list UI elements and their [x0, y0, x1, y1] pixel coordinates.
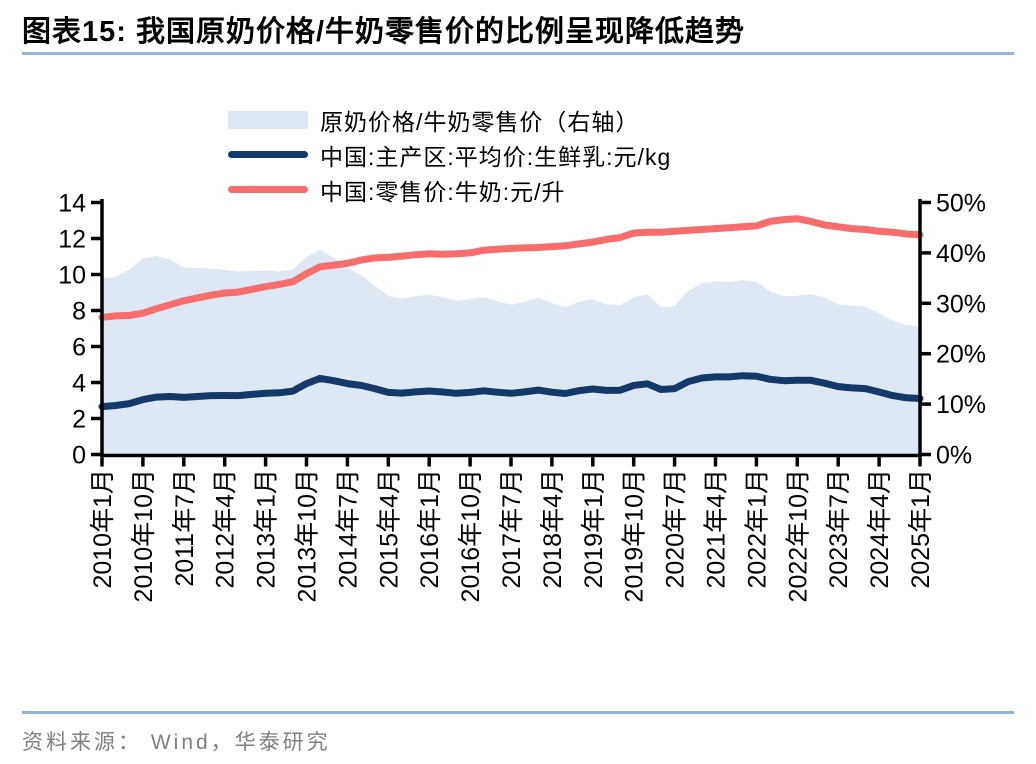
y-axis-left-tick-label: 6: [72, 334, 86, 362]
x-axis-tick-label: 2019年1月: [580, 469, 608, 589]
source-text: 资料来源： Wind，华泰研究: [22, 731, 331, 754]
legend-label-raw-milk: 中国:主产区:平均价:生鲜乳:元/kg: [320, 143, 672, 170]
x-axis-tick-label: 2016年10月: [457, 469, 485, 602]
title-divider: [22, 52, 1014, 55]
y-axis-left-tick-label: 2: [72, 406, 86, 434]
x-axis-tick-label: 2012年4月: [212, 469, 240, 589]
y-axis-right-tick-label: 20%: [936, 341, 986, 369]
y-axis-right-tick-label: 40%: [936, 240, 986, 268]
x-axis-tick-label: 2019年10月: [621, 469, 649, 602]
y-axis-left-tick-label: 8: [72, 298, 86, 326]
legend-label-ratio: 原奶价格/牛奶零售价（右轴）: [320, 108, 640, 135]
x-axis-tick-label: 2020年7月: [662, 469, 690, 589]
y-axis-left-tick-label: 10: [58, 262, 86, 290]
y-axis-left-tick-label: 0: [72, 442, 86, 470]
x-axis-tick-label: 2023年7月: [825, 469, 853, 589]
page-title: 图表15: 我国原奶价格/牛奶零售价的比例呈现降低趋势: [22, 16, 746, 48]
x-axis-tick-label: 2014年7月: [334, 469, 362, 589]
ratio-area-swatch: [228, 110, 308, 129]
legend-item-retail-milk: 中国:零售价:牛奶:元/升: [228, 172, 671, 207]
x-axis-tick-label: 2016年1月: [416, 469, 444, 589]
raw-milk-line-swatch: [228, 151, 308, 158]
legend-label-retail-milk: 中国:零售价:牛奶:元/升: [320, 178, 566, 205]
x-axis-tick-label: 2010年1月: [89, 469, 117, 589]
x-axis-tick-label: 2013年10月: [294, 469, 322, 602]
x-axis-tick-label: 2015年4月: [375, 469, 403, 589]
source-divider: [22, 711, 1014, 714]
x-axis-tick-label: 2025年1月: [907, 469, 935, 589]
y-axis-right-tick-label: 30%: [936, 290, 986, 318]
y-axis-left-tick-label: 12: [58, 226, 86, 254]
x-axis-tick-label: 2013年1月: [253, 469, 281, 589]
x-axis-tick-label: 2022年1月: [743, 469, 771, 589]
y-axis-left-tick-label: 14: [58, 190, 86, 218]
x-axis-tick-label: 2021年4月: [703, 469, 731, 589]
x-axis-tick-label: 2024年4月: [866, 469, 894, 589]
chart-plot: 0 2 4 6 8 10 12 14 0% 10% 20% 30% 40% 50% 2010年1月 2010年…: [58, 190, 986, 603]
legend-item-raw-milk: 中国:主产区:平均价:生鲜乳:元/kg: [228, 137, 671, 172]
x-axis-tick-label: 2018年4月: [539, 469, 567, 589]
legend-item-ratio: 原奶价格/牛奶零售价（右轴）: [228, 102, 671, 137]
chart-legend: 原奶价格/牛奶零售价（右轴） 中国:主产区:平均价:生鲜乳:元/kg 中国:零售…: [228, 102, 671, 207]
y-axis-right-tick-label: 50%: [936, 190, 986, 218]
x-axis-tick-label: 2010年10月: [130, 469, 158, 602]
y-axis-right-tick-label: 10%: [936, 391, 986, 419]
x-axis-tick-label: 2017年7月: [498, 469, 526, 589]
y-axis-right-tick-label: 0%: [936, 442, 972, 470]
x-axis-tick-label: 2022年10月: [784, 469, 812, 602]
x-axis-tick-label: 2011年7月: [171, 469, 199, 587]
y-axis-left-tick-label: 4: [72, 370, 86, 398]
ratio-area-series: [102, 249, 920, 455]
retail-milk-line-swatch: [228, 186, 308, 193]
raw-milk-price-line: [98, 372, 924, 411]
retail-milk-price-line: [98, 215, 924, 321]
